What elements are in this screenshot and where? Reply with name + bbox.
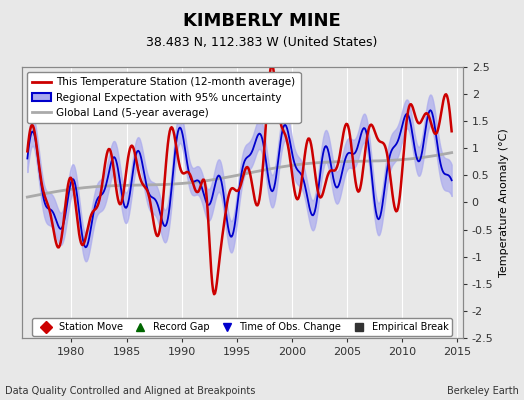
Text: Berkeley Earth: Berkeley Earth	[447, 386, 519, 396]
Text: 38.483 N, 112.383 W (United States): 38.483 N, 112.383 W (United States)	[146, 36, 378, 49]
Text: KIMBERLY MINE: KIMBERLY MINE	[183, 12, 341, 30]
Text: Data Quality Controlled and Aligned at Breakpoints: Data Quality Controlled and Aligned at B…	[5, 386, 256, 396]
Y-axis label: Temperature Anomaly (°C): Temperature Anomaly (°C)	[499, 128, 509, 277]
Legend: Station Move, Record Gap, Time of Obs. Change, Empirical Break: Station Move, Record Gap, Time of Obs. C…	[32, 318, 452, 336]
